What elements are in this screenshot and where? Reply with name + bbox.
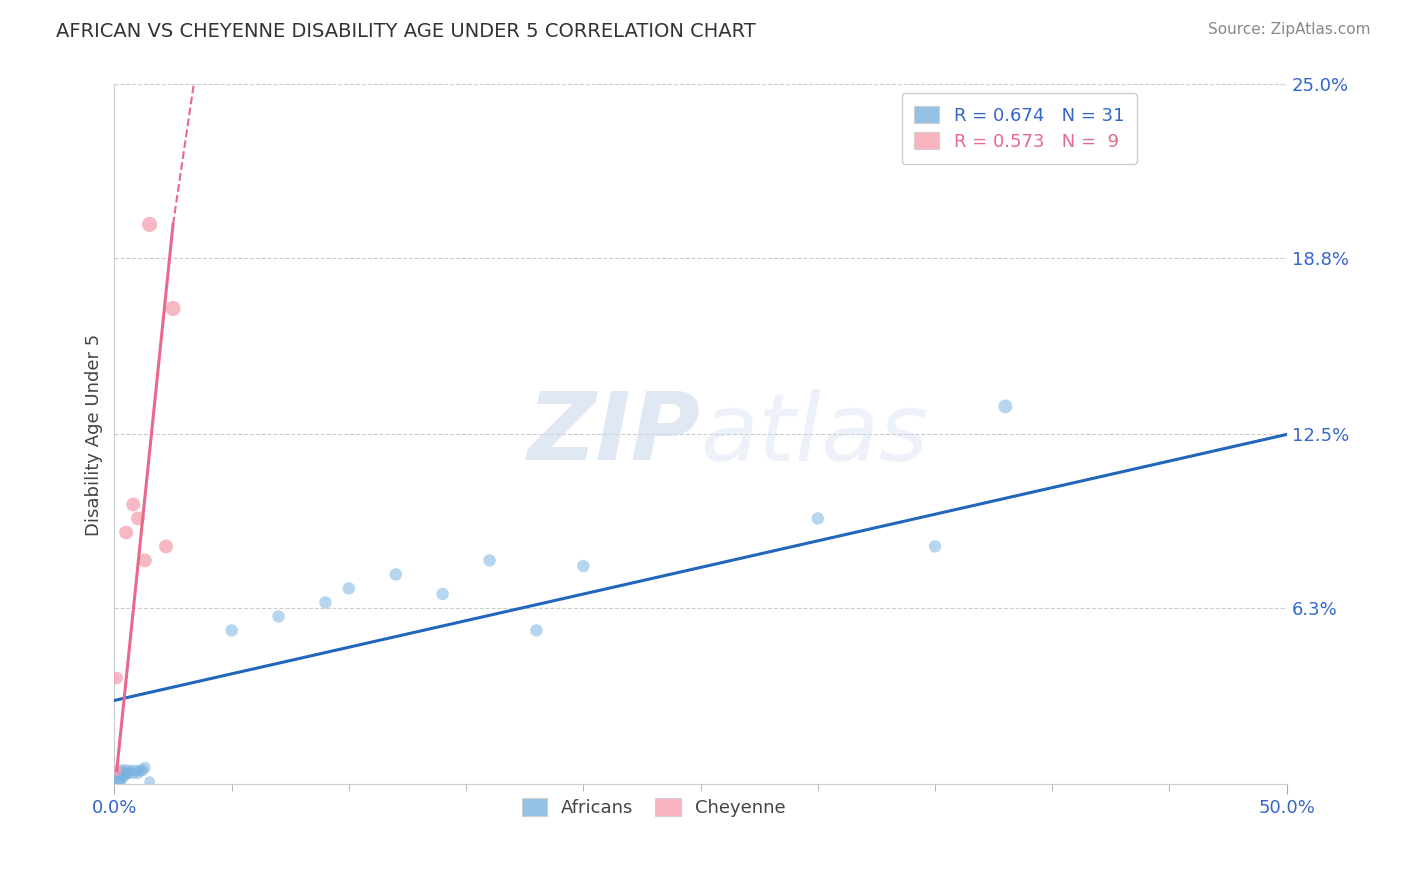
Point xyxy=(122,766,145,780)
Point xyxy=(155,540,177,554)
Point xyxy=(127,511,149,525)
Point xyxy=(122,498,145,512)
Text: ZIP: ZIP xyxy=(527,388,700,481)
Point xyxy=(384,567,406,582)
Point xyxy=(115,764,138,778)
Point xyxy=(138,774,160,789)
Point xyxy=(105,772,128,786)
Point xyxy=(124,764,146,778)
Point xyxy=(994,400,1017,414)
Legend: Africans, Cheyenne: Africans, Cheyenne xyxy=(515,791,793,824)
Point xyxy=(314,595,336,609)
Point xyxy=(526,624,548,638)
Text: AFRICAN VS CHEYENNE DISABILITY AGE UNDER 5 CORRELATION CHART: AFRICAN VS CHEYENNE DISABILITY AGE UNDER… xyxy=(56,22,756,41)
Point xyxy=(110,764,132,778)
Point xyxy=(572,559,595,574)
Point xyxy=(105,671,128,685)
Point xyxy=(105,764,128,778)
Point xyxy=(337,582,360,596)
Point xyxy=(112,769,135,783)
Point xyxy=(108,772,131,786)
Point xyxy=(131,764,153,778)
Point xyxy=(924,540,946,554)
Point xyxy=(478,553,501,567)
Point xyxy=(134,761,156,775)
Y-axis label: Disability Age Under 5: Disability Age Under 5 xyxy=(86,334,103,535)
Point xyxy=(120,764,142,778)
Point xyxy=(105,769,128,783)
Point xyxy=(129,764,152,778)
Point xyxy=(221,624,243,638)
Point xyxy=(162,301,184,316)
Text: Source: ZipAtlas.com: Source: ZipAtlas.com xyxy=(1208,22,1371,37)
Text: atlas: atlas xyxy=(700,389,929,480)
Point xyxy=(110,769,132,783)
Point xyxy=(267,609,290,624)
Point xyxy=(108,766,131,780)
Point xyxy=(432,587,454,601)
Point xyxy=(127,766,149,780)
Point xyxy=(115,766,138,780)
Point xyxy=(112,766,135,780)
Point xyxy=(115,525,138,540)
Point xyxy=(807,511,830,525)
Point xyxy=(134,553,156,567)
Point xyxy=(117,766,139,780)
Point xyxy=(138,218,160,232)
